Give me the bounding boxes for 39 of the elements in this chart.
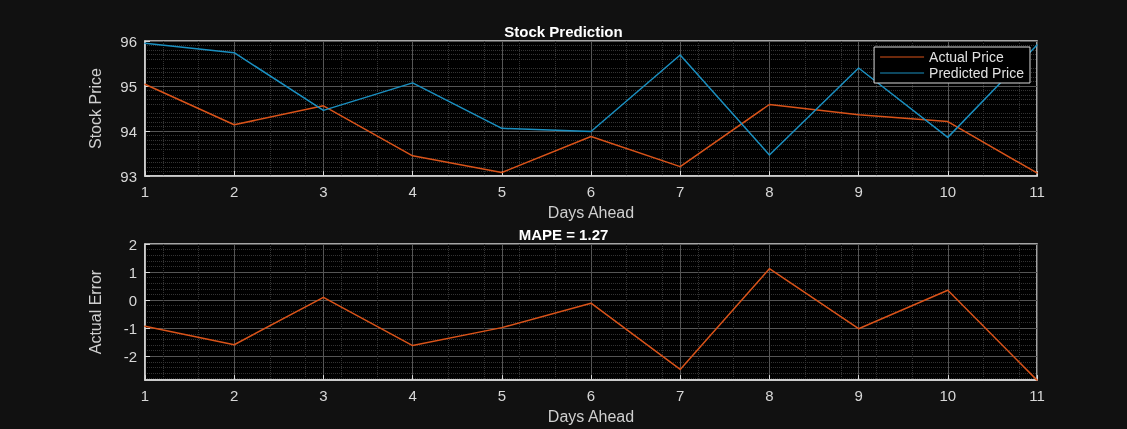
x-tick-label: 1: [140, 183, 150, 201]
y-axis-title: Stock Price: [86, 68, 104, 150]
x-tick-label: 7: [676, 387, 685, 405]
x-tick-label: 9: [854, 183, 863, 201]
x-tick-label: 10: [939, 183, 957, 201]
x-axis-title: Days Ahead: [547, 407, 635, 425]
x-tick-label: 3: [319, 183, 328, 201]
chart-title: Stock Prediction: [504, 23, 623, 40]
y-tick-label: 2: [128, 235, 137, 253]
y-tick-label: 0: [128, 291, 137, 309]
x-tick-label: 11: [1029, 387, 1045, 405]
x-tick-label: 2: [230, 387, 239, 405]
chart-title: MAPE = 1.27: [518, 226, 609, 243]
x-tick-label: 1: [140, 387, 150, 405]
x-axis-title: Days Ahead: [547, 203, 635, 221]
x-tick-label: 6: [586, 183, 596, 201]
x-tick-label: 5: [497, 183, 506, 201]
x-tick-label: 5: [497, 387, 506, 405]
y-axis-title: Actual Error: [86, 269, 104, 355]
x-tick-label: 9: [854, 387, 863, 405]
x-tick-label: 10: [939, 387, 957, 405]
x-tick-label: 6: [586, 387, 596, 405]
legend-label: Actual Price: [929, 49, 1004, 65]
x-tick-label: 11: [1029, 183, 1045, 201]
y-tick-label: -1: [123, 319, 137, 337]
y-tick-label: 93: [120, 167, 137, 185]
y-tick-label: 1: [128, 263, 137, 281]
x-tick-label: 8: [765, 387, 774, 405]
x-tick-label: 2: [230, 183, 239, 201]
legend-label: Predicted Price: [929, 65, 1025, 81]
x-tick-label: 3: [319, 387, 328, 405]
x-tick-label: 8: [765, 183, 774, 201]
y-tick-label: -2: [123, 347, 137, 365]
x-tick-label: 7: [676, 183, 685, 201]
y-tick-label: 95: [120, 77, 137, 95]
x-tick-label: 4: [408, 183, 417, 201]
x-tick-label: 4: [408, 387, 417, 405]
y-tick-label: 96: [120, 32, 137, 50]
y-tick-label: 94: [120, 122, 137, 140]
